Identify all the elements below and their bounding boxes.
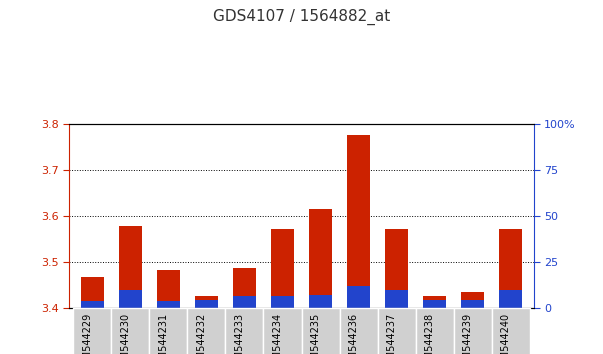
Bar: [195, 297, 218, 308]
Text: GSM544239: GSM544239: [463, 313, 473, 354]
Bar: [271, 297, 294, 308]
Text: GDS4107 / 1564882_at: GDS4107 / 1564882_at: [213, 9, 390, 25]
Text: GSM544232: GSM544232: [197, 313, 206, 354]
Text: GSM544231: GSM544231: [159, 313, 168, 354]
Bar: [264, 308, 302, 354]
Bar: [423, 297, 446, 308]
Bar: [73, 308, 111, 354]
Bar: [157, 270, 180, 308]
Bar: [233, 268, 256, 308]
Text: GSM544238: GSM544238: [425, 313, 435, 354]
Bar: [302, 308, 339, 354]
Bar: [81, 277, 104, 308]
Bar: [233, 297, 256, 308]
Bar: [385, 291, 408, 308]
Bar: [453, 308, 492, 354]
Bar: [188, 308, 226, 354]
Bar: [499, 291, 522, 308]
Bar: [339, 308, 377, 354]
Bar: [226, 308, 264, 354]
Bar: [347, 136, 370, 308]
Bar: [195, 300, 218, 308]
Text: GSM544234: GSM544234: [273, 313, 282, 354]
Text: GSM544230: GSM544230: [120, 313, 130, 354]
Text: GSM544237: GSM544237: [387, 313, 397, 354]
Bar: [492, 308, 530, 354]
Bar: [499, 229, 522, 308]
Bar: [309, 295, 332, 308]
Bar: [119, 226, 142, 308]
Bar: [415, 308, 453, 354]
Bar: [423, 300, 446, 308]
Text: GSM544236: GSM544236: [349, 313, 359, 354]
Bar: [309, 209, 332, 308]
Text: GSM544229: GSM544229: [82, 313, 92, 354]
Bar: [271, 229, 294, 308]
Text: GSM544233: GSM544233: [235, 313, 244, 354]
Bar: [377, 308, 415, 354]
Bar: [119, 291, 142, 308]
Bar: [157, 301, 180, 308]
Bar: [385, 229, 408, 308]
Text: GSM544240: GSM544240: [501, 313, 511, 354]
Bar: [461, 292, 484, 308]
Bar: [461, 300, 484, 308]
Bar: [81, 301, 104, 308]
Text: GSM544235: GSM544235: [311, 313, 321, 354]
Bar: [150, 308, 188, 354]
Bar: [111, 308, 150, 354]
Bar: [347, 286, 370, 308]
